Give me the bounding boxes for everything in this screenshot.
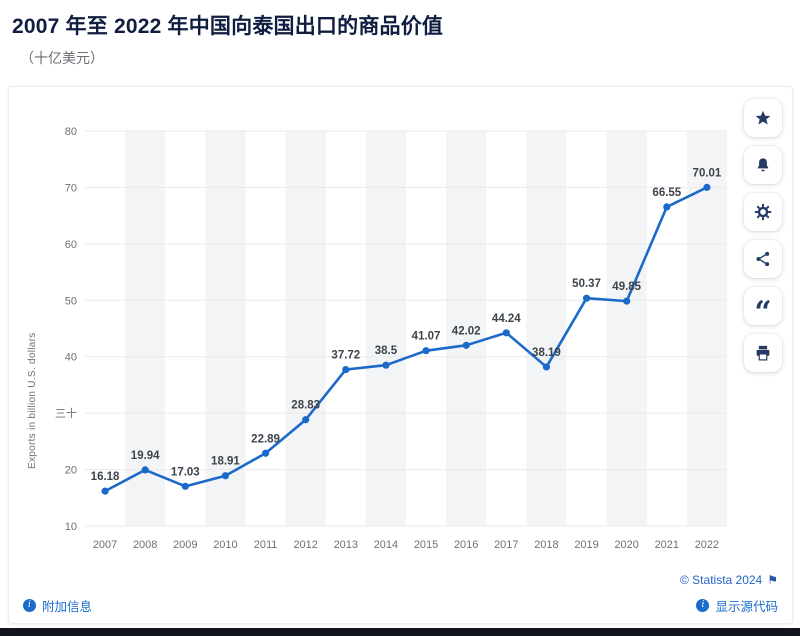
show-source-link[interactable]: i 显示源代码 [696,596,778,615]
svg-text:80: 80 [65,126,77,138]
svg-text:2016: 2016 [454,539,478,551]
svg-text:2011: 2011 [254,539,278,551]
action-toolbar: “ [744,99,782,372]
svg-text:2012: 2012 [293,539,317,551]
svg-text:41.07: 41.07 [412,331,441,343]
svg-text:2019: 2019 [574,539,598,551]
print-button[interactable] [744,334,782,372]
gear-icon [754,203,772,221]
page-header: 2007 年至 2022 年中国向泰国出口的商品价值 （十亿美元） [0,0,800,68]
svg-text:60: 60 [65,239,77,251]
y-axis-title: Exports in billion U.S. dollars [27,332,38,469]
svg-text:2022: 2022 [695,539,719,551]
svg-text:16.18: 16.18 [91,471,120,483]
svg-text:19.94: 19.94 [131,450,160,462]
star-icon [755,110,771,125]
svg-text:2018: 2018 [534,539,558,551]
svg-text:49.85: 49.85 [612,281,641,293]
info-icon: i [696,599,710,612]
svg-text:18.91: 18.91 [211,456,240,468]
svg-text:44.24: 44.24 [492,313,521,325]
share-button[interactable] [744,240,782,278]
favorite-button[interactable] [744,99,782,137]
svg-text:37.72: 37.72 [331,350,360,362]
svg-text:50: 50 [65,295,77,307]
svg-text:2021: 2021 [655,539,679,551]
quote-icon: “ [754,295,772,330]
share-icon [756,251,770,267]
svg-text:2007: 2007 [93,539,117,551]
chart-footer: i 附加信息 © Statista 2024 ⚑ i 显示源代码 [23,573,778,615]
svg-text:2010: 2010 [213,539,237,551]
settings-button[interactable] [744,193,782,231]
svg-text:17.03: 17.03 [171,466,200,478]
svg-text:70.01: 70.01 [693,167,722,179]
svg-text:22.89: 22.89 [251,433,280,445]
svg-text:三十: 三十 [55,406,77,420]
notifications-button[interactable] [744,146,782,184]
more-info-label: 附加信息 [42,600,93,614]
bell-icon [757,158,769,172]
flag-icon: ⚑ [767,573,778,587]
svg-text:2009: 2009 [173,539,197,551]
svg-text:38.19: 38.19 [532,347,561,359]
footer-right: © Statista 2024 ⚑ i 显示源代码 [680,573,778,615]
bottom-bar [0,628,800,636]
svg-text:2008: 2008 [133,539,157,551]
exports-line-chart: 10 20 三十 40 50 60 70 80 2007 2008 2009 2010 2011 2012… [55,126,727,551]
svg-text:10: 10 [65,521,77,533]
svg-text:50.37: 50.37 [572,278,601,290]
svg-text:2015: 2015 [414,539,438,551]
page-subtitle: （十亿美元） [20,50,104,66]
chart-card: Exports in billion U.S. dollars 10 20 三十 40… [8,86,793,624]
svg-text:2013: 2013 [334,539,358,551]
svg-text:2014: 2014 [374,539,398,551]
info-icon: i [23,599,36,612]
svg-text:70: 70 [65,182,77,194]
print-icon [756,345,770,361]
svg-text:28.83: 28.83 [291,400,320,412]
svg-text:2017: 2017 [494,539,518,551]
statista-copyright-link[interactable]: © Statista 2024 ⚑ [680,573,778,587]
show-source-label: 显示源代码 [715,600,778,614]
svg-text:38.5: 38.5 [375,345,398,357]
svg-text:20: 20 [65,465,77,477]
cite-button[interactable]: “ [744,287,782,330]
copyright-text: © Statista 2024 [680,573,763,587]
svg-text:66.55: 66.55 [652,187,681,199]
more-info-link[interactable]: i 附加信息 [23,596,92,615]
svg-text:42.02: 42.02 [452,325,481,337]
page-title: 2007 年至 2022 年中国向泰国出口的商品价值 [12,15,444,38]
svg-text:2020: 2020 [614,539,638,551]
svg-text:40: 40 [65,352,77,364]
